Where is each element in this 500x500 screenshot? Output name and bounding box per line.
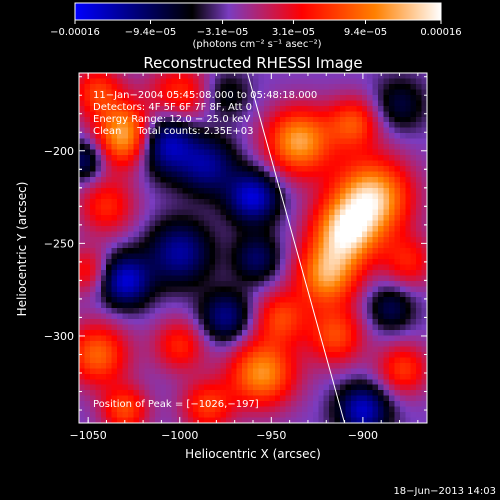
clean-total-counts-annotation: Clean Total counts: 2.35E+03: [93, 126, 253, 137]
chart-title: Reconstructed RHESSI Image: [143, 54, 362, 72]
colorbar-tick-label: −9.4e−05: [125, 27, 177, 38]
colorbar-unit-label: (photons cm⁻² s⁻¹ asec⁻²): [192, 39, 321, 50]
x-tick-label: −1000: [161, 429, 198, 442]
x-tick-label: −950: [256, 429, 286, 442]
y-tick-label: −300: [44, 330, 74, 343]
footer-date: 18−Jun−2013 14:03: [393, 486, 496, 497]
y-tick-label: −250: [44, 237, 74, 250]
energy-range-annotation: Energy Range: 12.0 − 25.0 keV: [93, 114, 250, 125]
colorbar-tick-label: −3.1e−05: [197, 27, 249, 38]
colorbar: [74, 2, 442, 21]
observation-info: 11−Jan−2004 05:45:08.000 to 05:48:18.000…: [93, 90, 317, 137]
x-tick-label: −900: [348, 429, 378, 442]
time-range-annotation: 11−Jan−2004 05:45:08.000 to 05:48:18.000: [93, 90, 317, 101]
x-axis-label: Heliocentric X (arcsec): [185, 447, 321, 461]
colorbar-tick-label: 3.1e−05: [272, 27, 315, 38]
y-axis-label: Heliocentric Y (arcsec): [15, 182, 29, 317]
y-tick-label: −200: [44, 145, 74, 158]
colorbar-tick-label: 0.00016: [420, 27, 461, 38]
colorbar-ticks: −0.00016 −9.4e−05 −3.1e−05 3.1e−05 9.4e−05 0.…: [50, 20, 462, 38]
peak-position-annotation: Position of Peak = [−1026,−197]: [93, 399, 259, 410]
colorbar-tick-label: −0.00016: [50, 27, 100, 38]
colorbar-tick-label: 9.4e−05: [344, 27, 387, 38]
solar-limb-line: [247, 73, 346, 423]
detectors-annotation: Detectors: 4F 5F 6F 7F 8F, Att 0: [93, 102, 252, 113]
axis-ticks: −1050 −1000 −950 −900 −200 −250 −300: [44, 73, 427, 442]
x-tick-label: −1050: [70, 429, 107, 442]
heatmap-image: [79, 73, 427, 423]
